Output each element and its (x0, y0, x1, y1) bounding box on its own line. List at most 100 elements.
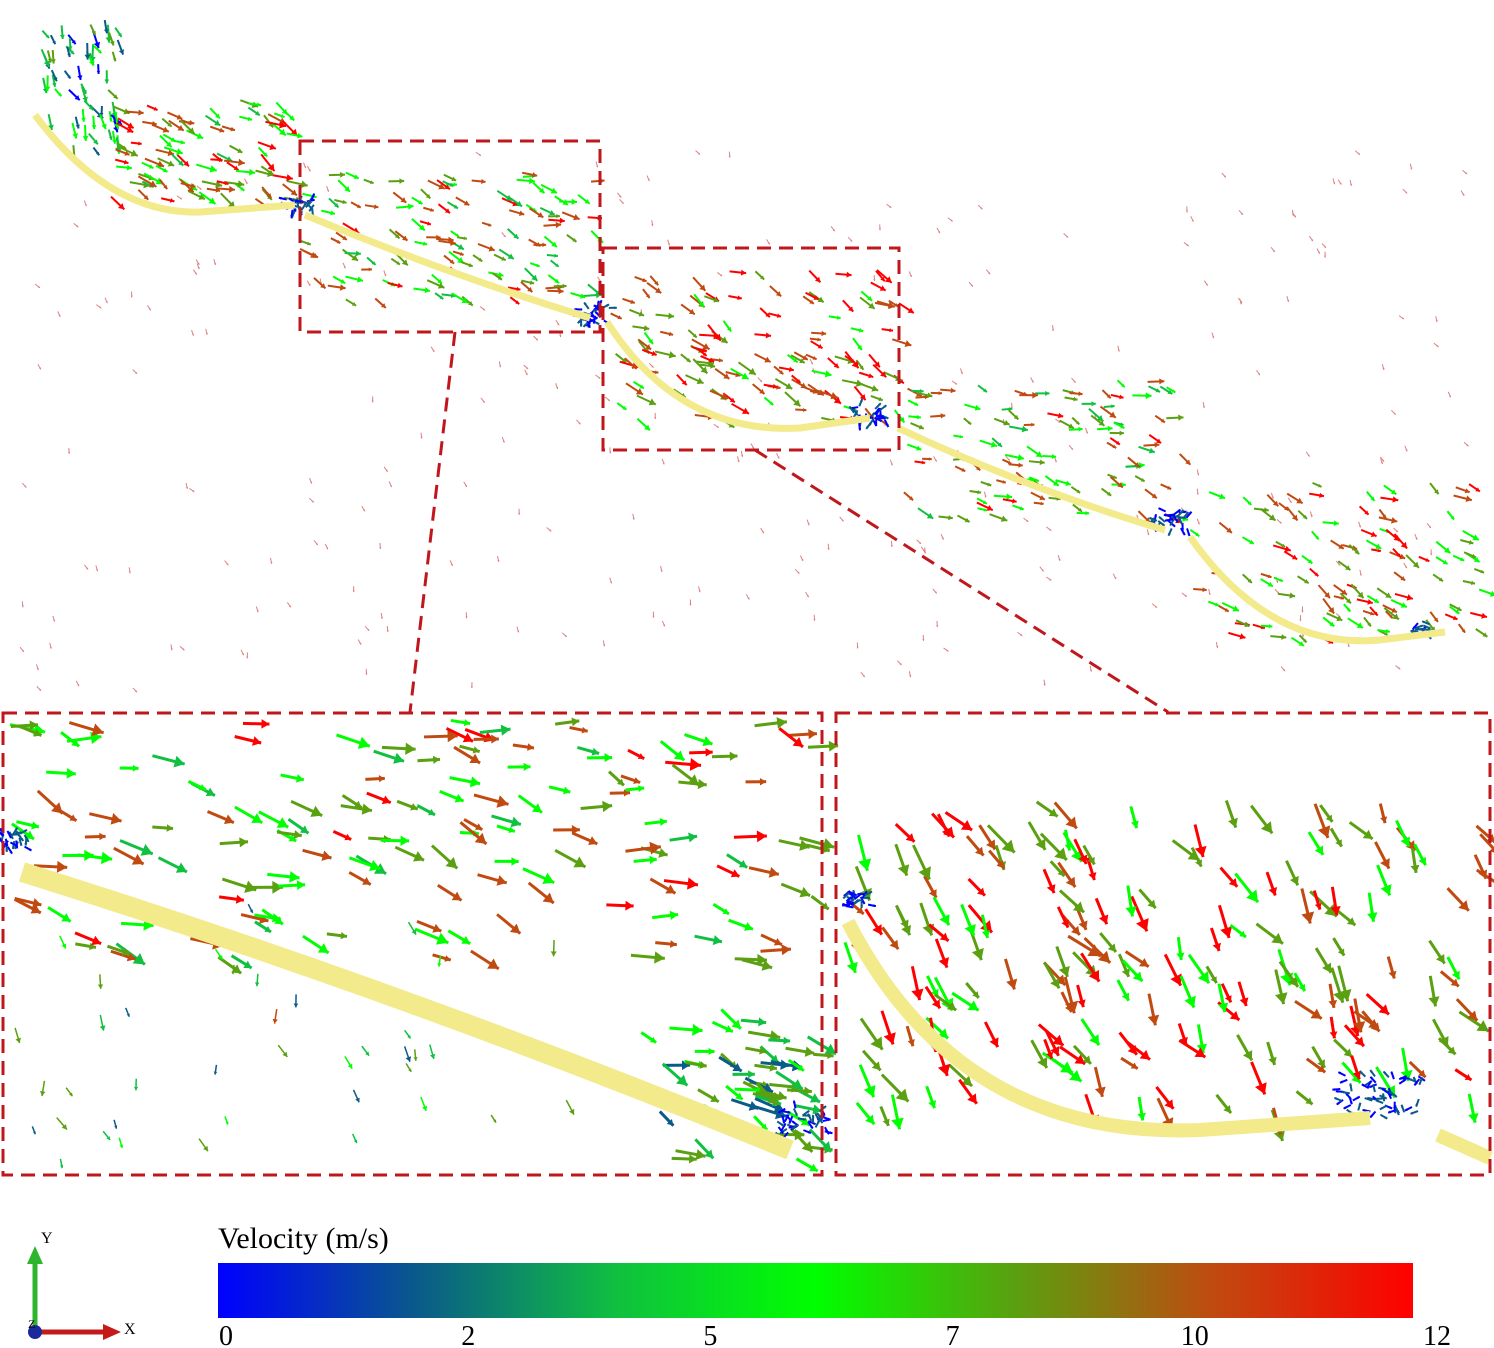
arrow-head (10, 833, 14, 837)
arrow-head (698, 590, 701, 593)
arrow-head (1007, 458, 1010, 461)
arrow-head (128, 571, 131, 574)
arrow-head (148, 308, 151, 311)
arrow-head (803, 1117, 806, 1121)
arrow-head (967, 1000, 979, 1011)
arrow-head (187, 120, 192, 125)
arrow-head (1114, 576, 1117, 580)
arrow-head (32, 1131, 36, 1135)
arrow-head (296, 880, 306, 890)
arrow-head (88, 105, 94, 111)
arrow-head (1010, 406, 1013, 409)
arrow-head (747, 597, 750, 600)
arrow-head (645, 344, 652, 350)
arrow-head (246, 656, 249, 659)
arrow-head (1314, 902, 1322, 910)
arrow-head (1428, 525, 1431, 528)
arrow-head (269, 143, 276, 150)
arrow-head (584, 302, 587, 306)
arrow-head (846, 892, 850, 896)
arrow-head (282, 1051, 288, 1057)
arrow-head (1012, 498, 1017, 504)
arrow-head (867, 296, 873, 301)
arrow-head (927, 392, 933, 399)
arrow-head (1370, 611, 1375, 616)
arrow-head (1336, 615, 1343, 622)
arrow-head (536, 263, 540, 268)
colorbar-ramp (218, 1263, 1413, 1318)
arrow-head (89, 59, 95, 66)
arrow-head (166, 141, 172, 148)
arrow-head (124, 150, 130, 156)
arrow-head (873, 904, 876, 908)
arrow-head (432, 923, 442, 933)
arrow-head (481, 178, 486, 184)
arrow-head (712, 935, 722, 946)
arrow-head (127, 122, 134, 129)
arrow-head (399, 178, 405, 184)
arrow-head (1145, 392, 1152, 400)
arrow-head (1357, 591, 1364, 599)
arrow-head (1107, 425, 1113, 432)
arrow-head (1107, 943, 1116, 952)
arrow-head (1392, 613, 1399, 620)
arrow-head (830, 391, 838, 400)
arrow-head (1458, 900, 1469, 911)
arrow-head (437, 278, 442, 284)
arrow-head (710, 363, 716, 369)
arrow-head (822, 1112, 825, 1116)
arrow-head (792, 1100, 796, 1104)
arrow-head (651, 350, 657, 356)
arrow-head (571, 717, 580, 727)
arrow-head (430, 207, 434, 212)
arrow-head (688, 308, 695, 315)
arrow-head (356, 276, 363, 283)
arrow-head (1354, 1036, 1364, 1047)
arrow-head (987, 482, 992, 487)
arrow-head (1096, 414, 1104, 422)
arrow-head (1380, 816, 1388, 824)
arrow-head (304, 166, 307, 169)
arrow-head (578, 422, 581, 425)
arrow-head (967, 421, 972, 425)
arrow-head (508, 826, 515, 834)
arrow-head (698, 301, 704, 307)
arrow-head (15, 1037, 21, 1044)
arrow-head (1239, 997, 1249, 1006)
arrow-head (1291, 514, 1298, 521)
arrow-head (1139, 957, 1149, 967)
arrow-head (817, 1116, 821, 1120)
arrow-head (741, 372, 749, 380)
arrow-head (1319, 492, 1324, 499)
arrow-head (759, 778, 767, 786)
arrow-head (199, 784, 206, 791)
arrow-head (84, 204, 87, 207)
arrow-head (559, 217, 565, 224)
arrow-head (369, 859, 381, 872)
arrow-head (1271, 932, 1283, 944)
arrow-head (1073, 396, 1078, 402)
velocity-arrow (0, 831, 4, 837)
arrow-head (239, 837, 249, 848)
arrow-head (928, 457, 932, 461)
arrow-head (198, 193, 205, 200)
arrow-head (662, 462, 665, 465)
arrow-head (1330, 905, 1341, 916)
zoom-box (601, 246, 901, 452)
arrow-head (752, 446, 754, 449)
arrow-head (1389, 1106, 1393, 1109)
arrow-head (1172, 513, 1176, 517)
arrow-head (732, 1062, 742, 1072)
arrow-head (1435, 953, 1445, 964)
arrow-head (921, 460, 926, 465)
arrow-head (199, 187, 202, 190)
arrow-head (1430, 553, 1433, 556)
arrow-head (1401, 1076, 1404, 1080)
arrow-head (1106, 491, 1112, 496)
arrow-head (445, 856, 458, 869)
arrow-head (1031, 422, 1035, 427)
arrow-head (237, 148, 243, 153)
arrow-head (290, 215, 294, 218)
arrow-head (1021, 425, 1028, 433)
arrow-head (59, 34, 65, 40)
